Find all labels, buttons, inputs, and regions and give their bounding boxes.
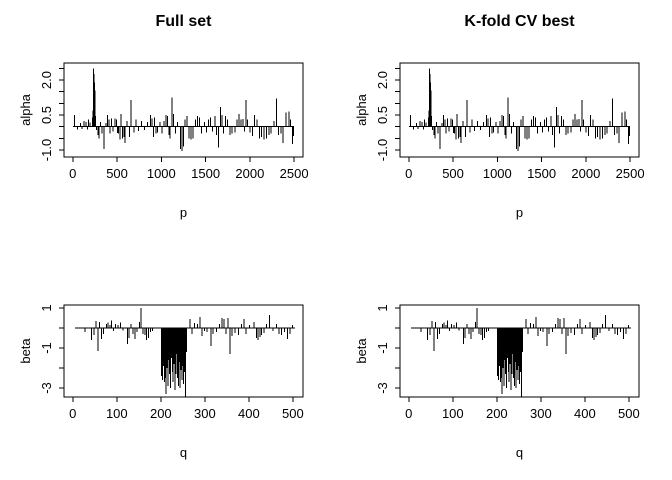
y-tick-label: -1.0 [39, 139, 54, 161]
x-tick-label: 1000 [483, 166, 512, 181]
y-axis-label: alpha [18, 94, 33, 126]
x-tick-label: 0 [405, 406, 412, 421]
plot-box [63, 62, 304, 158]
x-tick-label: 2500 [280, 166, 309, 181]
beta-kfold-cv-plot: 0 100 200 300 400 500 1 -1 -3 [375, 304, 640, 421]
panel-beta-kfold-cv-best: 0 100 200 300 400 500 1 -1 -3 beta q [336, 240, 672, 480]
x-axis-label: q [179, 445, 188, 460]
plot-box [63, 304, 304, 398]
x-tick-label: 500 [442, 166, 464, 181]
x-axis-label: q [515, 445, 524, 460]
x-tick-label: 200 [486, 406, 508, 421]
x-tick-label: 0 [69, 406, 76, 421]
plot-box [399, 304, 640, 398]
x-tick-label: 100 [442, 406, 464, 421]
x-axis-label: p [179, 205, 188, 220]
y-tick-label: 2.0 [39, 71, 54, 89]
x-tick-label: 500 [618, 406, 640, 421]
x-axis-label: p [515, 205, 524, 220]
x-tick-label: 300 [530, 406, 552, 421]
x-tick-label: 400 [574, 406, 596, 421]
x-tick-label: 1500 [191, 166, 220, 181]
y-tick-label: -3 [375, 382, 390, 394]
y-tick-label: 0.5 [375, 106, 390, 124]
beta-full-set-plot: 0 100 200 300 400 500 1 -1 -3 [39, 304, 304, 421]
y-tick-label: 0.5 [39, 106, 54, 124]
y-axis-label: beta [18, 338, 33, 364]
x-tick-label: 1500 [527, 166, 556, 181]
y-tick-label: -3 [39, 382, 54, 394]
panel-title: K-fold CV best [464, 13, 575, 30]
y-tick-label: -1 [39, 342, 54, 354]
panel-alpha-full-set: 0 500 1000 1500 2000 2500 -1.0 0.5 2.0 Full set … [0, 0, 336, 240]
y-axis-label: beta [354, 338, 369, 364]
alpha-full-set-plot: 0 500 1000 1500 2000 2500 -1.0 0.5 2.0 [39, 62, 309, 181]
x-tick-label: 300 [194, 406, 216, 421]
y-tick-label: 1 [375, 304, 390, 311]
x-tick-label: 1000 [147, 166, 176, 181]
x-tick-label: 200 [150, 406, 172, 421]
x-tick-label: 400 [238, 406, 260, 421]
y-tick-label: 1 [39, 304, 54, 311]
plot-box [399, 62, 640, 158]
x-tick-label: 0 [405, 166, 412, 181]
x-tick-label: 2000 [235, 166, 264, 181]
x-tick-label: 2500 [616, 166, 645, 181]
alpha-kfold-cv-plot: 0 500 1000 1500 2000 2500 -1.0 0.5 2.0 [375, 62, 645, 181]
panel-alpha-kfold-cv-best: 0 500 1000 1500 2000 2500 -1.0 0.5 2.0 K-fold CV… [336, 0, 672, 240]
y-tick-label: -1 [375, 342, 390, 354]
x-tick-label: 500 [282, 406, 304, 421]
x-tick-label: 2000 [571, 166, 600, 181]
y-tick-label: 2.0 [375, 71, 390, 89]
panel-title: Full set [155, 13, 212, 30]
panel-beta-full-set: 0 100 200 300 400 500 1 -1 -3 beta q [0, 240, 336, 480]
x-tick-label: 100 [106, 406, 128, 421]
y-tick-label: -1.0 [375, 139, 390, 161]
x-tick-label: 0 [69, 166, 76, 181]
y-axis-label: alpha [354, 94, 369, 126]
x-tick-label: 500 [106, 166, 128, 181]
